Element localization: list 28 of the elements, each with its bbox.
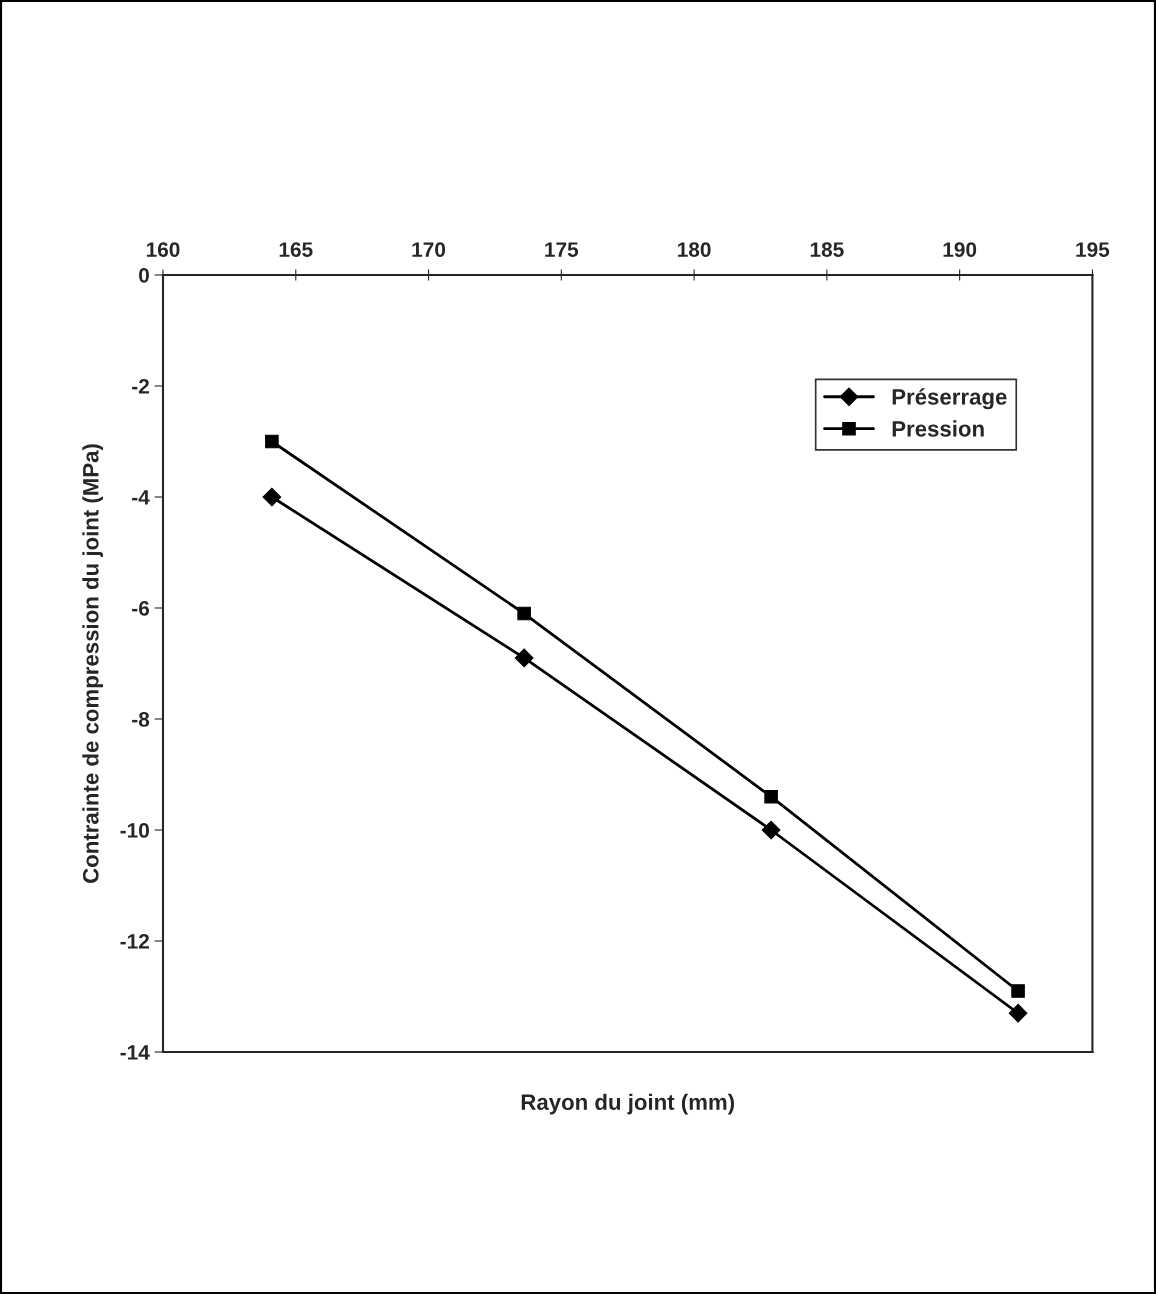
y-axis-title: Contrainte de compression du joint (MPa) bbox=[82, 444, 104, 883]
y-tick-label: -6 bbox=[132, 601, 150, 616]
x-tick-label: 160 bbox=[146, 242, 180, 257]
legend-label: Préserrage bbox=[892, 388, 1007, 410]
y-tick-label: -2 bbox=[132, 378, 149, 394]
y-tick-label: -8 bbox=[132, 712, 150, 727]
x-tick-label: 195 bbox=[1076, 242, 1110, 257]
point bbox=[514, 648, 534, 668]
x-axis-title: Rayon du joint (mm) bbox=[521, 1093, 735, 1115]
x-tick-label: 170 bbox=[412, 242, 446, 257]
y-tick-label: -10 bbox=[120, 823, 149, 838]
x-tick-label: 185 bbox=[810, 242, 844, 257]
point bbox=[517, 606, 531, 621]
x-tick-label: 190 bbox=[943, 242, 977, 257]
x-tick-label: 175 bbox=[545, 242, 579, 257]
y-tick-label: -12 bbox=[120, 934, 149, 949]
legend-label: Pression bbox=[892, 420, 984, 437]
y-tick-label: -4 bbox=[132, 490, 150, 505]
point bbox=[262, 487, 282, 507]
point bbox=[1011, 984, 1025, 998]
point bbox=[761, 820, 781, 840]
point bbox=[764, 789, 778, 804]
x-tick-label: 165 bbox=[279, 242, 313, 257]
y-tick-label: 0 bbox=[139, 267, 149, 283]
point bbox=[1008, 1003, 1028, 1023]
y-tick-label: -14 bbox=[120, 1045, 150, 1060]
x-tick-label: 180 bbox=[678, 242, 711, 257]
point bbox=[265, 434, 279, 449]
